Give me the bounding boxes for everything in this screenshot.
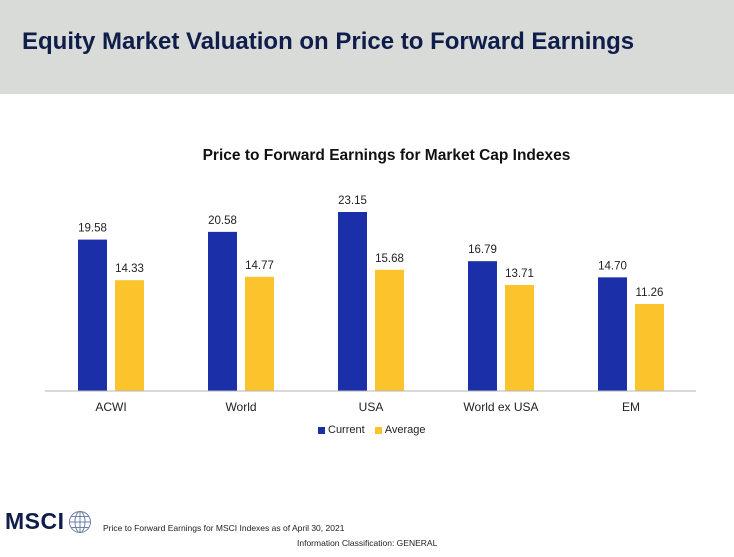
globe-icon — [68, 510, 91, 533]
legend-label-average: Average — [384, 424, 426, 436]
category-label: World — [225, 400, 256, 414]
bar-current — [208, 231, 237, 391]
data-label-current: 19.58 — [78, 223, 107, 235]
header-band: Equity Market Valuation on Price to Forw… — [0, 0, 734, 94]
page-title: Equity Market Valuation on Price to Forw… — [22, 28, 635, 55]
data-label-average: 14.77 — [245, 260, 274, 272]
data-label-average: 15.68 — [375, 253, 404, 265]
category-label: World ex USA — [463, 400, 538, 414]
data-label-current: 14.70 — [598, 260, 627, 272]
bar-current — [468, 261, 497, 391]
legend-swatch-current — [318, 426, 325, 434]
chart-legend: Current Average — [318, 424, 435, 436]
legend-label-current: Current — [328, 424, 365, 436]
data-label-current: 16.79 — [468, 244, 497, 256]
legend-item-average: Average — [374, 424, 426, 436]
bar-average — [375, 269, 404, 391]
bar-average — [115, 280, 144, 391]
category-label: EM — [622, 400, 640, 414]
legend-swatch-average — [374, 426, 382, 434]
bar-current — [598, 277, 627, 391]
data-label-average: 11.26 — [636, 287, 664, 299]
bar-average — [505, 284, 534, 391]
category-label: USA — [359, 400, 384, 414]
data-label-average: 13.71 — [505, 268, 534, 280]
bar-average — [635, 303, 664, 391]
logo-text: MSCI — [5, 508, 65, 534]
category-label: ACWI — [95, 400, 126, 414]
classification-label: Information Classification: GENERAL — [297, 538, 438, 548]
data-label-current: 20.58 — [208, 215, 237, 227]
legend-item-current: Current — [318, 424, 365, 436]
bar-current — [338, 212, 367, 391]
bar-average — [245, 276, 274, 391]
msci-logo: MSCI — [5, 508, 92, 535]
footnote: Price to Forward Earnings for MSCI Index… — [103, 523, 345, 533]
bar-current — [78, 239, 107, 391]
chart-title: Price to Forward Earnings for Market Cap… — [202, 147, 571, 164]
data-label-current: 23.15 — [338, 195, 367, 207]
data-label-average: 14.33 — [115, 263, 144, 275]
